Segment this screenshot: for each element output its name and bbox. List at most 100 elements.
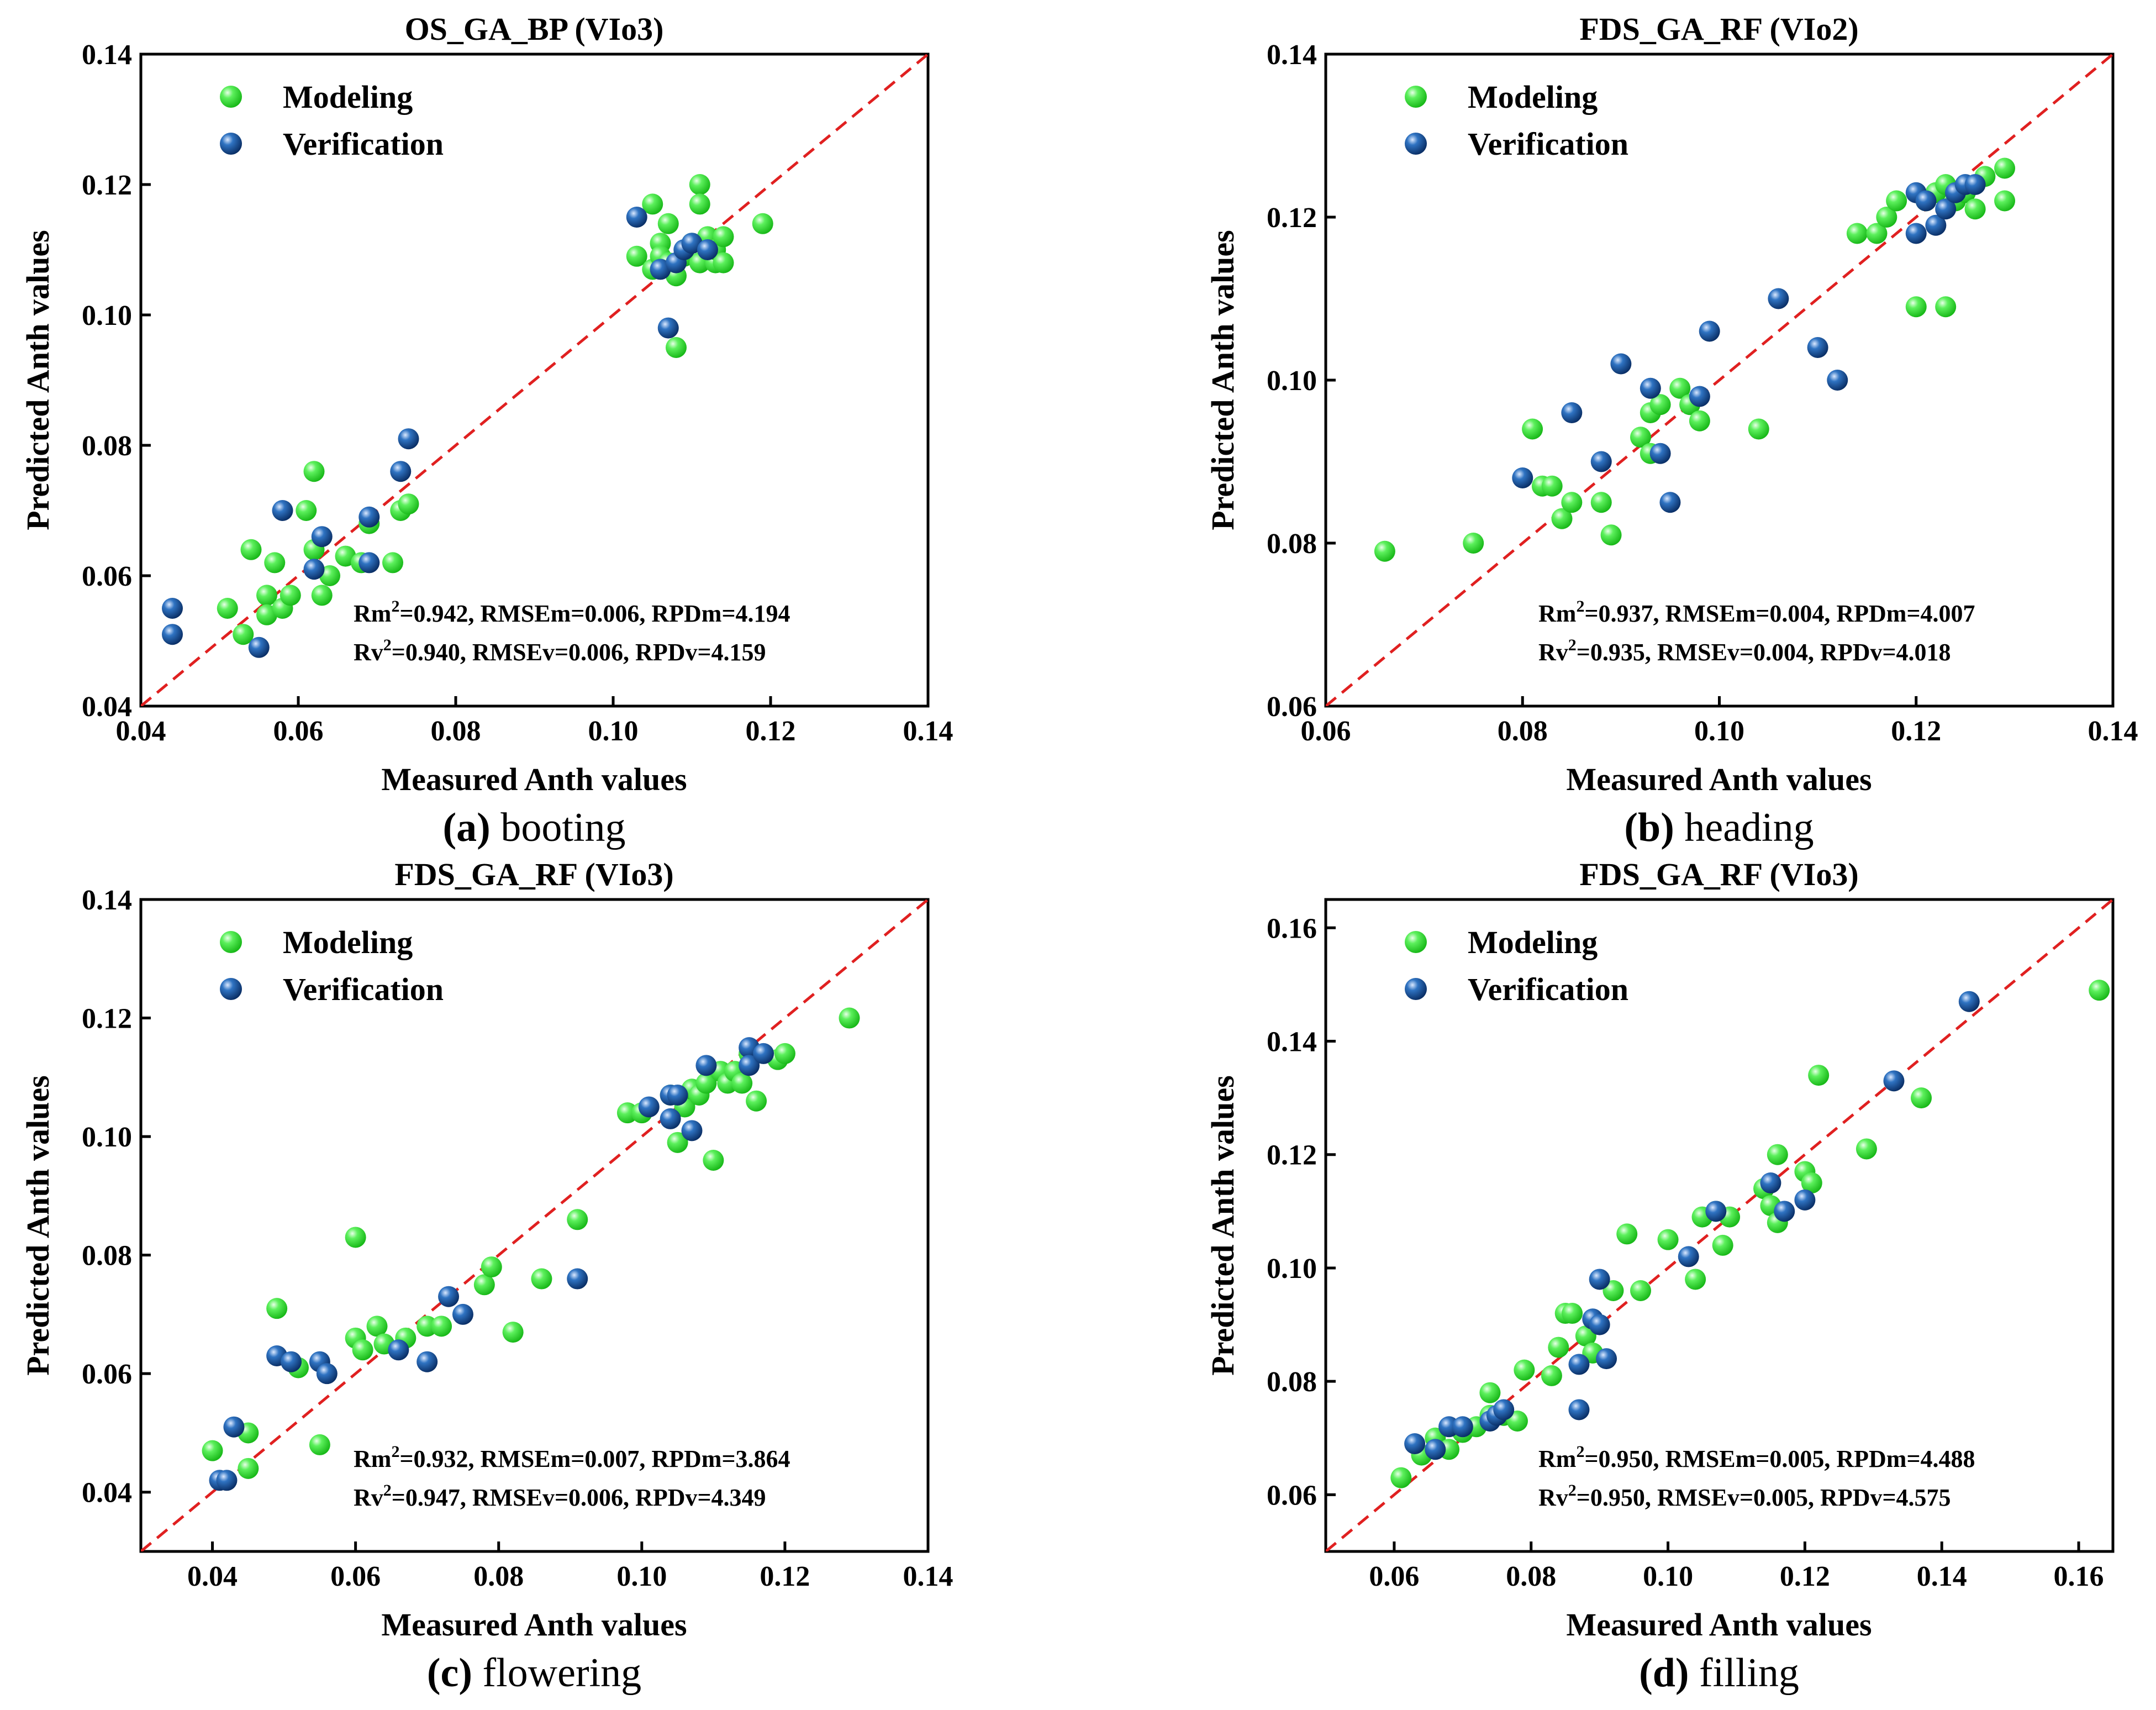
point-modeling xyxy=(256,604,277,625)
point-verification xyxy=(162,624,183,645)
point-verification xyxy=(1807,337,1828,358)
point-verification xyxy=(1935,198,1957,220)
y-tick-label: 0.08 xyxy=(82,430,132,462)
y-ticks: 0.04 0.06 0.08 0.10 0.12 0.14 xyxy=(82,885,151,1509)
point-modeling xyxy=(1548,1337,1569,1358)
point-modeling xyxy=(1911,1087,1932,1109)
x-tick-label: 0.08 xyxy=(431,715,481,747)
point-verification xyxy=(626,207,647,228)
point-modeling xyxy=(1994,157,2016,179)
point-verification xyxy=(1678,1246,1699,1267)
y-tick-label: 0.10 xyxy=(1267,1253,1317,1285)
point-verification xyxy=(1590,451,1612,472)
point-verification xyxy=(388,1339,409,1361)
stat-modeling: Rm2=0.932, RMSEm=0.007, RPDm=3.864 xyxy=(354,1443,790,1472)
point-modeling xyxy=(703,1150,724,1171)
point-modeling xyxy=(713,226,734,248)
stat-verification: Rv2=0.950, RMSEv=0.005, RPDv=4.575 xyxy=(1538,1481,1951,1511)
y-ticks: 0.04 0.06 0.08 0.10 0.12 0.14 xyxy=(82,39,151,723)
legend-marker-modeling xyxy=(220,931,242,953)
legend-label-modeling: Modeling xyxy=(283,79,413,115)
points-verification xyxy=(209,1037,774,1491)
x-tick-label: 0.10 xyxy=(1643,1561,1693,1592)
point-modeling xyxy=(1689,410,1710,432)
point-verification xyxy=(223,1416,245,1438)
point-verification xyxy=(438,1286,460,1307)
point-verification xyxy=(1568,1399,1590,1420)
point-modeling xyxy=(1463,533,1484,554)
point-modeling xyxy=(642,193,663,215)
point-verification xyxy=(303,559,325,580)
point-modeling xyxy=(280,585,301,606)
point-verification xyxy=(1425,1439,1446,1460)
point-verification xyxy=(1596,1348,1617,1370)
x-tick-label: 0.04 xyxy=(187,1561,238,1592)
x-tick-label: 0.12 xyxy=(760,1561,810,1592)
points-verification xyxy=(162,207,718,658)
point-modeling xyxy=(398,493,419,515)
y-tick-label: 0.08 xyxy=(1267,528,1317,560)
points-modeling xyxy=(202,1007,860,1479)
x-axis-label: Measured Anth values xyxy=(381,761,687,797)
point-modeling xyxy=(1562,1303,1583,1324)
panel-caption: (b) heading xyxy=(1624,805,1814,850)
x-tick-label: 0.16 xyxy=(2054,1561,2104,1592)
point-verification xyxy=(311,526,333,548)
point-verification xyxy=(695,1055,717,1076)
points-modeling xyxy=(1374,157,2016,562)
panel-flowering: FDS_GA_RF (VIo3) 0.04 0.06 0.08 0.10 0.12 0.1… xyxy=(20,856,953,1696)
point-modeling xyxy=(1374,540,1395,562)
y-axis-label: Predicted Anth values xyxy=(1205,1075,1241,1376)
x-tick-label: 0.14 xyxy=(903,1561,953,1592)
point-verification xyxy=(216,1470,238,1491)
point-modeling xyxy=(1669,377,1691,399)
point-verification xyxy=(1883,1070,1905,1092)
point-verification xyxy=(1705,1201,1727,1222)
point-verification xyxy=(1774,1201,1795,1222)
panel-caption: (c) flowering xyxy=(427,1650,641,1696)
point-verification xyxy=(681,1120,703,1141)
point-verification xyxy=(1512,467,1533,488)
y-axis-label: Predicted Anth values xyxy=(20,230,56,530)
x-tick-label: 0.06 xyxy=(273,715,324,747)
point-modeling xyxy=(1855,1138,1877,1160)
point-verification xyxy=(1610,353,1632,375)
point-modeling xyxy=(567,1209,588,1230)
plot-frame xyxy=(1324,898,2115,1553)
point-modeling xyxy=(689,193,710,215)
y-tick-label: 0.14 xyxy=(1267,1027,1317,1058)
x-tick-label: 0.10 xyxy=(588,715,639,747)
y-tick-label: 0.12 xyxy=(82,1003,132,1035)
point-modeling xyxy=(1964,198,1986,220)
x-tick-label: 0.06 xyxy=(1369,1561,1419,1592)
x-tick-label: 0.06 xyxy=(330,1561,381,1592)
point-modeling xyxy=(266,1298,288,1319)
panel-title: FDS_GA_RF (VIo3) xyxy=(1579,856,1858,892)
point-modeling xyxy=(1561,492,1583,513)
point-modeling xyxy=(264,552,286,573)
point-verification xyxy=(1768,288,1789,309)
point-modeling xyxy=(335,545,356,567)
panel-heading: FDS_GA_RF (VIo2) 0.06 0.08 0.10 0.12 0.14 0.… xyxy=(1205,11,2138,850)
stat-modeling: Rm2=0.950, RMSEm=0.005, RPDm=4.488 xyxy=(1538,1443,1975,1472)
x-tick-label: 0.06 xyxy=(1301,715,1351,747)
legend: Modeling Verification xyxy=(1405,79,1628,162)
point-modeling xyxy=(626,245,647,267)
point-verification xyxy=(162,598,183,619)
point-verification xyxy=(1452,1416,1473,1438)
point-verification xyxy=(739,1055,760,1076)
point-verification xyxy=(681,233,703,254)
legend-marker-verification xyxy=(220,133,242,155)
x-tick-label: 0.12 xyxy=(746,715,796,747)
point-modeling xyxy=(1886,190,1907,212)
x-tick-label: 0.14 xyxy=(1917,1561,1967,1592)
point-modeling xyxy=(1590,492,1612,513)
legend-label-verification: Verification xyxy=(1468,126,1628,162)
point-modeling xyxy=(1657,1229,1679,1250)
legend: Modeling Verification xyxy=(220,924,444,1007)
x-tick-label: 0.08 xyxy=(473,1561,524,1592)
x-tick-label: 0.04 xyxy=(116,715,166,747)
points-verification xyxy=(1512,174,1986,513)
points-verification xyxy=(1404,991,1980,1460)
